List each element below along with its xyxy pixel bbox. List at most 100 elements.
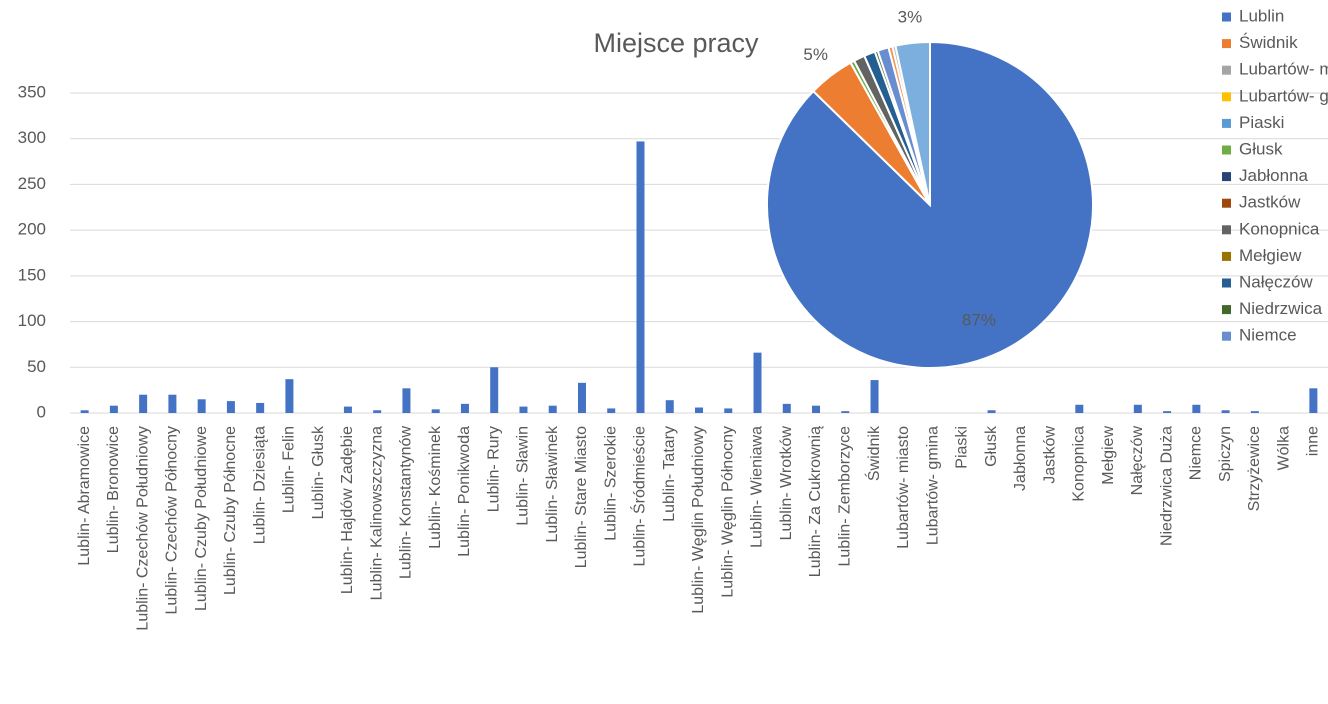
legend-swatch: [1222, 92, 1231, 102]
bar: [1133, 404, 1142, 413]
x-tick-label: Spiczyn: [1217, 426, 1234, 482]
bar: [577, 382, 586, 413]
bar: [256, 402, 265, 413]
x-tick-label: Lublin- Dziesiąta: [251, 426, 268, 544]
x-tick-label: Świdnik: [864, 425, 883, 481]
y-tick-label: 50: [27, 357, 46, 376]
bar: [636, 141, 645, 414]
legend-label: Głusk: [1239, 139, 1283, 158]
bar: [168, 394, 177, 413]
legend-swatch: [1222, 251, 1231, 261]
legend-label: Konopnica: [1239, 219, 1320, 238]
x-tick-label: Lublin- Kośminek: [427, 425, 444, 549]
legend-swatch: [1222, 145, 1231, 155]
y-tick-label: 300: [18, 128, 46, 147]
bar: [1309, 388, 1318, 413]
bar: [109, 405, 118, 413]
legend-label: Piaski: [1239, 113, 1284, 132]
bar: [226, 401, 235, 413]
legend-swatch: [1222, 278, 1231, 288]
legend-label: Niedrzwica Duża: [1239, 299, 1328, 318]
x-tick-label: Lublin- Wieniawa: [749, 426, 766, 548]
bar: [724, 408, 733, 413]
x-tick-label: Lublin- Czuby Południowe: [193, 426, 210, 611]
x-tick-label: Lublin- Śródmieście: [630, 426, 649, 567]
x-tick-label: Lublin- Czuby Północne: [222, 426, 239, 595]
x-tick-label: Lublin- Konstantynów: [398, 426, 415, 579]
bar: [695, 407, 703, 413]
bar: [812, 405, 821, 413]
bar: [665, 400, 674, 413]
x-tick-label: Lublin- Abramowice: [76, 426, 93, 566]
data-label: 5%: [803, 45, 828, 64]
legend-swatch: [1222, 225, 1231, 235]
x-tick-label: inne: [1305, 426, 1322, 456]
x-tick-label: Lublin- Głusk: [310, 425, 327, 519]
x-tick-label: Lublin- Felin: [281, 426, 298, 513]
data-label: 87%: [962, 311, 996, 330]
bar: [343, 406, 352, 413]
x-tick-label: Jastków: [1041, 426, 1058, 484]
bar: [987, 410, 996, 413]
legend-swatch: [1222, 65, 1231, 75]
legend-label: Lubartów- miasto: [1239, 60, 1328, 79]
legend-label: Jabłonna: [1239, 166, 1309, 185]
x-tick-label: Lublin- Wrotków: [778, 426, 795, 541]
bar: [841, 411, 850, 413]
bar: [1163, 411, 1172, 413]
x-tick-label: Lublin- Czechów Północny: [164, 426, 181, 615]
bar: [607, 408, 616, 413]
x-tick-label: Wólka: [1275, 426, 1292, 471]
legend-swatch: [1222, 305, 1231, 315]
bar: [1192, 404, 1201, 413]
y-tick-label: 200: [18, 220, 46, 239]
x-tick-label: Mełgiew: [1100, 426, 1117, 485]
bar: [870, 380, 879, 413]
y-tick-label: 150: [18, 265, 46, 284]
x-tick-label: Nałęczów: [1129, 426, 1146, 496]
legend-label: Lublin: [1239, 6, 1284, 25]
bar: [402, 388, 411, 413]
x-tick-label: Lublin- Za Cukrownią: [807, 426, 824, 577]
legend-label: Świdnik: [1239, 33, 1298, 52]
x-tick-label: Strzyżewice: [1246, 426, 1263, 511]
x-tick-label: Lubartów- gmina: [924, 426, 941, 545]
x-tick-label: Lublin- Sławin: [515, 426, 532, 526]
legend-swatch: [1222, 198, 1231, 208]
bar: [1250, 411, 1259, 413]
x-tick-label: Lublin- Ponikwoda: [456, 426, 473, 557]
x-tick-label: Lublin- Bronowice: [105, 426, 122, 553]
bar: [1221, 410, 1230, 413]
x-tick-label: Głusk: [983, 425, 1000, 467]
legend-label: Lubartów- gmina: [1239, 86, 1328, 105]
x-tick-label: Piaski: [954, 426, 971, 469]
bar: [139, 394, 148, 413]
legend-swatch: [1222, 39, 1231, 49]
x-tick-label: Lublin- Zemborzyce: [836, 426, 853, 567]
x-tick-label: Lublin- Szerokie: [602, 426, 619, 541]
legend-label: Jastków: [1239, 193, 1301, 212]
legend-swatch: [1222, 331, 1231, 341]
bar: [373, 410, 382, 413]
x-tick-label: Lublin- Hajdów Zadębie: [339, 426, 356, 594]
y-tick-label: 250: [18, 174, 46, 193]
bar: [197, 399, 206, 413]
x-tick-label: Lublin- Węglin Północny: [719, 426, 736, 598]
bar: [1075, 404, 1084, 413]
x-tick-label: Lublin- Tatary: [661, 426, 678, 522]
x-tick-label: Lublin- Sławinek: [544, 425, 561, 543]
y-tick-label: 100: [18, 311, 46, 330]
chart-title: Miejsce pracy: [593, 28, 759, 58]
pie-slice: [894, 40, 931, 206]
legend-label: Niemce: [1239, 326, 1297, 345]
x-tick-label: Niedrzwica Duża: [1158, 426, 1175, 546]
bar: [431, 409, 440, 413]
legend-swatch: [1222, 172, 1231, 182]
y-tick-label: 350: [18, 82, 46, 101]
legend-swatch: [1222, 118, 1231, 128]
x-tick-label: Lublin- Czechów Południowy: [134, 426, 151, 631]
bar: [753, 352, 762, 413]
bar: [285, 379, 294, 413]
x-tick-label: Jabłonna: [1012, 426, 1029, 491]
